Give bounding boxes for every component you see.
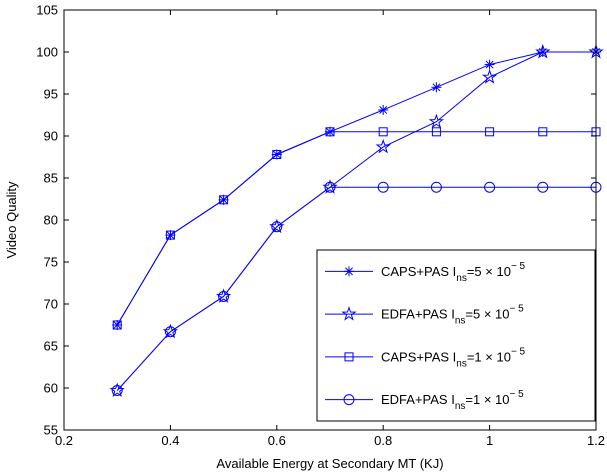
legend-label-prefix: CAPS+PAS I — [381, 264, 456, 279]
legend-marker — [344, 352, 354, 362]
y-axis-label: Video Quality — [4, 181, 19, 259]
series-lines — [116, 51, 596, 391]
legend-label-exponent: − 5 — [510, 389, 525, 400]
asterisk-stroke — [379, 106, 388, 114]
legend-marker — [341, 306, 357, 321]
x-axis-label: Available Energy at Secondary MT (KJ) — [216, 456, 443, 471]
legend-box — [316, 249, 596, 422]
legend-label-value: =5 × 10 — [465, 307, 509, 322]
series-3-point — [378, 127, 388, 137]
legend-label-prefix: EDFA+PAS I — [381, 392, 455, 407]
asterisk-stroke — [485, 60, 494, 69]
series-4-point — [111, 385, 123, 397]
asterisk-stroke — [113, 321, 122, 329]
legend-label-subscript: ns — [456, 358, 467, 369]
series-4-point — [324, 181, 336, 193]
series-line-4 — [116, 186, 596, 391]
x-tick-label: 0.6 — [268, 433, 286, 448]
x-tick-label: 0.8 — [374, 433, 392, 448]
legend-item: CAPS+PAS Ins=1 × 10− 5 — [325, 346, 526, 369]
legend-label-value: =5 × 10 — [467, 264, 511, 279]
series-1-point — [484, 59, 495, 70]
legend-label-value: =1 × 10 — [465, 392, 509, 407]
legend-label: CAPS+PAS Ins=1 × 10− 5 — [381, 346, 526, 369]
x-tick-label: 0.4 — [161, 433, 179, 448]
series-1-point — [112, 320, 123, 330]
legend-label-subscript: ns — [455, 401, 466, 412]
series-1-point — [271, 149, 282, 160]
y-tick-label: 100 — [36, 45, 58, 60]
y-tick-label: 60 — [44, 381, 58, 396]
legend-label-exponent: − 5 — [511, 261, 526, 272]
series-1-point — [165, 230, 176, 241]
series-4-point — [377, 181, 389, 193]
series-3-point — [165, 230, 175, 240]
series-4-point — [537, 181, 549, 193]
series-3-point — [431, 127, 441, 137]
y-tick-label: 85 — [44, 171, 58, 186]
asterisk-stroke — [272, 150, 281, 159]
x-tick-label: 0.2 — [55, 433, 73, 448]
series-3-point — [325, 127, 335, 137]
series-3-point — [272, 149, 282, 159]
legend-item: EDFA+PAS Ins=5 × 10− 5 — [325, 304, 524, 327]
legend-item: CAPS+PAS Ins=5 × 10− 5 — [325, 261, 526, 284]
y-tick-label: 55 — [44, 423, 58, 438]
legend-label-subscript: ns — [455, 316, 466, 327]
series-3-point — [219, 195, 229, 205]
y-tick-label: 90 — [44, 129, 58, 144]
legend-label-subscript: ns — [456, 273, 467, 284]
series-2-point — [375, 138, 391, 154]
legend-label-exponent: − 5 — [510, 304, 525, 315]
y-tick-label: 80 — [44, 213, 58, 228]
series-1-point — [218, 194, 229, 205]
series-3-point — [112, 320, 122, 330]
asterisk-stroke — [432, 83, 441, 92]
x-tick-label: 1 — [486, 433, 493, 448]
legend-marker — [344, 266, 354, 277]
y-tick-label: 70 — [44, 297, 58, 312]
y-tick-label: 65 — [44, 339, 58, 354]
series-line-3 — [116, 131, 596, 326]
series-2-point — [481, 69, 498, 84]
x-tick-label: 1.2 — [587, 433, 605, 448]
axis-ticks: 0.2 0.4 0.6 0.8 1 1.2 55 60 65 70 75 80 85 90 95 100 105 — [36, 3, 605, 449]
series-2-point — [535, 43, 551, 59]
legend-label: EDFA+PAS Ins=1 × 10− 5 — [381, 389, 524, 412]
legend-marker — [343, 394, 355, 406]
series-4-point — [164, 326, 176, 338]
series-2-point — [428, 113, 445, 129]
legend-item: EDFA+PAS Ins=1 × 10− 5 — [325, 389, 524, 412]
legend-label-prefix: EDFA+PAS I — [381, 307, 455, 322]
y-tick-label: 95 — [44, 87, 58, 102]
asterisk-stroke — [326, 127, 334, 136]
asterisk-stroke — [166, 231, 175, 240]
series-1-point — [431, 82, 442, 93]
y-tick-label: 75 — [44, 255, 58, 270]
legend-label-exponent: − 5 — [511, 346, 526, 357]
series-1-point — [378, 104, 389, 115]
series-4-point — [484, 181, 496, 193]
series-1-point — [325, 126, 335, 137]
legend-label-prefix: CAPS+PAS I — [381, 349, 456, 364]
y-tick-label: 105 — [36, 3, 58, 18]
asterisk-stroke — [219, 195, 228, 204]
series-3-point — [485, 127, 495, 137]
series-3-point — [538, 127, 548, 137]
legend-label: CAPS+PAS Ins=5 × 10− 5 — [381, 261, 526, 284]
series-4-point — [430, 181, 442, 193]
asterisk-stroke — [345, 267, 353, 276]
series-4-point — [271, 221, 283, 233]
series-4-point — [218, 290, 230, 302]
legend-label-value: =1 × 10 — [467, 349, 511, 364]
legend-label: EDFA+PAS Ins=5 × 10− 5 — [381, 304, 524, 327]
